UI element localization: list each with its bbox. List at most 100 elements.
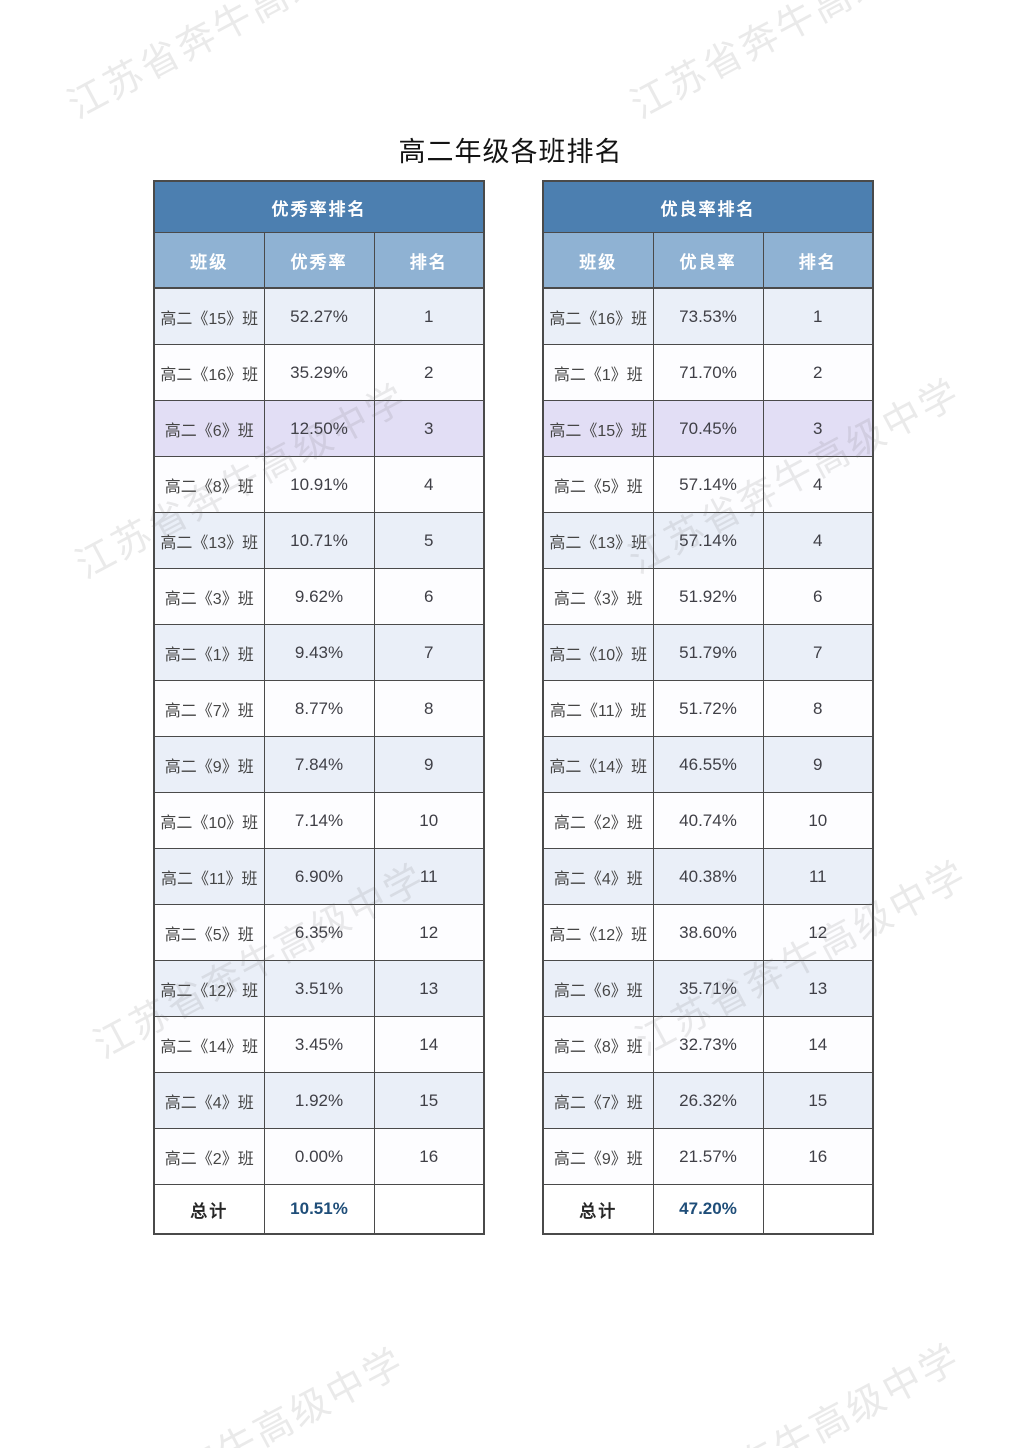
table-row: 高二《15》班 52.27% 1 [153, 287, 485, 345]
column-header-class: 班级 [153, 232, 265, 289]
class-cell: 高二《15》班 [153, 287, 265, 345]
total-label: 总计 [153, 1184, 265, 1235]
class-cell: 高二《2》班 [153, 1128, 265, 1185]
column-header-class: 班级 [542, 232, 654, 289]
rate-cell: 38.60% [652, 904, 764, 961]
class-cell: 高二《4》班 [542, 848, 654, 905]
table-row: 高二《2》班 0.00% 16 [153, 1128, 485, 1185]
watermark-text: 江苏省奔牛高级中学 [61, 0, 407, 128]
rank-cell: 9 [373, 736, 485, 793]
rank-cell: 5 [373, 512, 485, 569]
table-row: 高二《12》班 38.60% 12 [542, 904, 874, 961]
rate-cell: 26.32% [652, 1072, 764, 1129]
rate-cell: 51.72% [652, 680, 764, 737]
rank-cell: 15 [373, 1072, 485, 1129]
rank-cell: 12 [762, 904, 874, 961]
column-header-row: 班级 优良率 排名 [542, 232, 874, 289]
rank-cell: 14 [762, 1016, 874, 1073]
table-header-row: 优秀率排名 [153, 180, 485, 233]
table-row: 高二《10》班 7.14% 10 [153, 792, 485, 849]
total-label: 总计 [542, 1184, 654, 1235]
column-header-rate: 优良率 [652, 232, 764, 289]
rate-cell: 52.27% [263, 287, 375, 345]
rank-cell: 8 [762, 680, 874, 737]
class-cell: 高二《15》班 [542, 400, 654, 457]
class-cell: 高二《2》班 [542, 792, 654, 849]
table-row: 高二《8》班 10.91% 4 [153, 456, 485, 513]
table-row: 高二《10》班 51.79% 7 [542, 624, 874, 681]
rank-cell: 4 [373, 456, 485, 513]
table-title: 优良率排名 [542, 180, 874, 233]
rate-cell: 51.92% [652, 568, 764, 625]
total-value: 10.51% [263, 1184, 375, 1235]
rate-cell: 40.38% [652, 848, 764, 905]
total-empty-cell [762, 1184, 874, 1235]
rate-cell: 35.71% [652, 960, 764, 1017]
total-row: 总计 10.51% [153, 1184, 485, 1235]
class-cell: 高二《14》班 [542, 736, 654, 793]
rank-cell: 6 [762, 568, 874, 625]
table-row: 高二《15》班 70.45% 3 [542, 400, 874, 457]
class-cell: 高二《4》班 [153, 1072, 265, 1129]
class-cell: 高二《7》班 [542, 1072, 654, 1129]
table-row: 高二《16》班 73.53% 1 [542, 287, 874, 345]
rate-cell: 8.77% [263, 680, 375, 737]
class-cell: 高二《3》班 [153, 568, 265, 625]
rate-cell: 7.84% [263, 736, 375, 793]
rank-cell: 9 [762, 736, 874, 793]
page-title: 高二年级各班排名 [398, 137, 623, 167]
class-cell: 高二《8》班 [542, 1016, 654, 1073]
table-row: 高二《4》班 40.38% 11 [542, 848, 874, 905]
table-row: 高二《1》班 71.70% 2 [542, 344, 874, 401]
rank-cell: 7 [373, 624, 485, 681]
rank-cell: 1 [373, 287, 485, 345]
rate-cell: 46.55% [652, 736, 764, 793]
class-cell: 高二《13》班 [153, 512, 265, 569]
class-cell: 高二《3》班 [542, 568, 654, 625]
class-cell: 高二《14》班 [153, 1016, 265, 1073]
class-cell: 高二《10》班 [542, 624, 654, 681]
rank-cell: 3 [373, 400, 485, 457]
rate-cell: 73.53% [652, 287, 764, 345]
rate-cell: 6.35% [263, 904, 375, 961]
class-cell: 高二《10》班 [153, 792, 265, 849]
rank-cell: 15 [762, 1072, 874, 1129]
rank-cell: 10 [373, 792, 485, 849]
class-cell: 高二《6》班 [153, 400, 265, 457]
rate-cell: 3.45% [263, 1016, 375, 1073]
good-rate-table: 优良率排名 班级 优良率 排名 高二《16》班 73.53% 1 高二《1》班 71.7… [542, 180, 875, 1235]
ranking-tables: 优秀率排名 班级 优秀率 排名 高二《15》班 52.27% 1 高二《16》班 35.… [153, 180, 875, 1235]
table-row: 高二《3》班 51.92% 6 [542, 568, 874, 625]
rank-cell: 16 [762, 1128, 874, 1185]
rate-cell: 40.74% [652, 792, 764, 849]
class-cell: 高二《11》班 [542, 680, 654, 737]
rate-cell: 10.91% [263, 456, 375, 513]
rate-cell: 57.14% [652, 456, 764, 513]
table-row: 高二《9》班 7.84% 9 [153, 736, 485, 793]
rate-cell: 51.79% [652, 624, 764, 681]
rate-cell: 6.90% [263, 848, 375, 905]
table-title: 优秀率排名 [153, 180, 485, 233]
class-cell: 高二《9》班 [542, 1128, 654, 1185]
rate-cell: 32.73% [652, 1016, 764, 1073]
class-cell: 高二《12》班 [153, 960, 265, 1017]
class-cell: 高二《1》班 [153, 624, 265, 681]
rank-cell: 10 [762, 792, 874, 849]
watermark-text: 江苏省奔牛高级中学 [66, 1340, 412, 1448]
rank-cell: 4 [762, 512, 874, 569]
total-empty-cell [373, 1184, 485, 1235]
rate-cell: 0.00% [263, 1128, 375, 1185]
table-row: 高二《7》班 26.32% 15 [542, 1072, 874, 1129]
table-row: 高二《13》班 10.71% 5 [153, 512, 485, 569]
rank-cell: 13 [373, 960, 485, 1017]
table-row: 高二《16》班 35.29% 2 [153, 344, 485, 401]
table-body: 高二《15》班 52.27% 1 高二《16》班 35.29% 2 高二《6》班 12.50%… [153, 287, 485, 1185]
class-cell: 高二《16》班 [542, 287, 654, 345]
table-row: 高二《5》班 6.35% 12 [153, 904, 485, 961]
table-row: 高二《14》班 46.55% 9 [542, 736, 874, 793]
total-value: 47.20% [652, 1184, 764, 1235]
rank-cell: 14 [373, 1016, 485, 1073]
table-row: 高二《1》班 9.43% 7 [153, 624, 485, 681]
rank-cell: 8 [373, 680, 485, 737]
table-row: 高二《11》班 6.90% 11 [153, 848, 485, 905]
